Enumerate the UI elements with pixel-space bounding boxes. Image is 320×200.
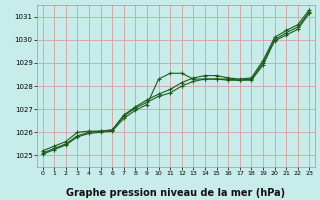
Text: Graphe pression niveau de la mer (hPa): Graphe pression niveau de la mer (hPa) — [67, 188, 285, 198]
